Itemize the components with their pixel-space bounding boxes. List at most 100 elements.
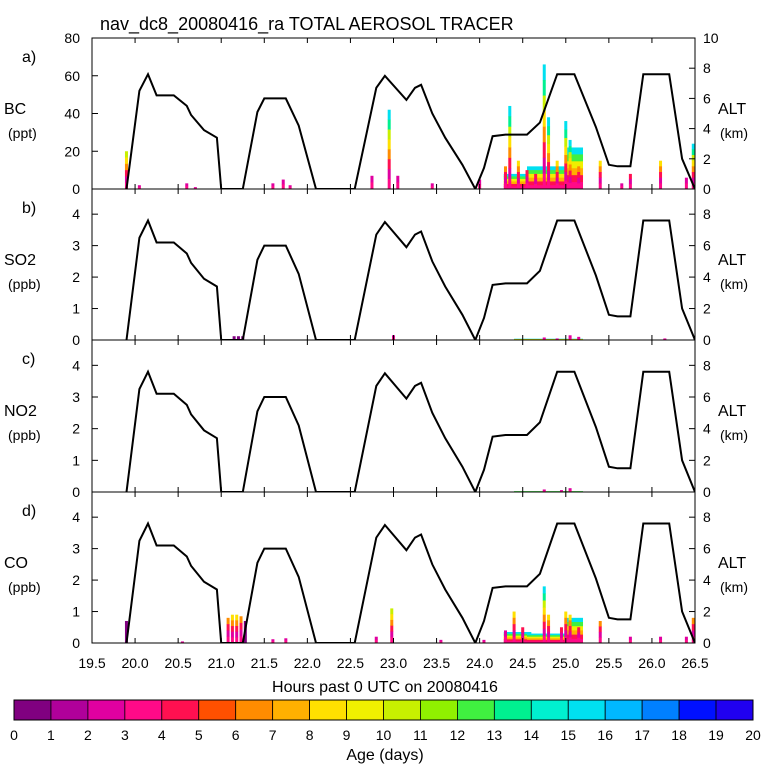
tracer-spike bbox=[124, 163, 128, 171]
tracer-spike bbox=[559, 632, 563, 639]
tracer-spike bbox=[185, 183, 189, 187]
tracer-spike bbox=[390, 631, 394, 638]
tracer-spike bbox=[598, 183, 602, 189]
tracer-spike bbox=[387, 109, 391, 120]
tracer-fill-band bbox=[565, 147, 584, 155]
tracer-spike bbox=[598, 166, 602, 173]
y-tick-label: 40 bbox=[64, 106, 80, 122]
tracer-spike bbox=[508, 168, 512, 179]
tracer-spike bbox=[542, 338, 546, 340]
tracer-spike bbox=[271, 183, 275, 187]
panel-plot-area bbox=[124, 521, 695, 643]
tracer-spike bbox=[564, 630, 568, 638]
tracer-spike bbox=[390, 619, 394, 626]
colorbar-tick-label: 4 bbox=[158, 727, 166, 743]
tracer-spike bbox=[235, 637, 239, 643]
tracer-spike bbox=[547, 614, 551, 621]
tracer-spike bbox=[598, 626, 602, 633]
colorbar-tick-label: 15 bbox=[560, 727, 576, 743]
tracer-spike bbox=[547, 162, 551, 172]
tracer-spike bbox=[387, 159, 391, 170]
colorbar-tick-label: 11 bbox=[413, 727, 428, 743]
colorbar-swatch bbox=[87, 699, 126, 721]
tracer-spike bbox=[559, 490, 563, 492]
colorbar-tick-label: 2 bbox=[84, 727, 92, 743]
alt-tick-label: 8 bbox=[703, 60, 711, 76]
tracer-spike bbox=[547, 620, 551, 627]
tracer-spike bbox=[568, 146, 572, 153]
tracer-spike bbox=[521, 627, 525, 633]
tracer-spike bbox=[370, 182, 374, 189]
tracer-spike bbox=[691, 177, 695, 184]
tracer-spike bbox=[568, 164, 572, 171]
tracer-spike bbox=[542, 157, 546, 174]
tracer-spike bbox=[628, 178, 632, 185]
y-tick-label: 2 bbox=[72, 269, 80, 285]
tracer-spike bbox=[568, 614, 572, 621]
alt-tick-label: 8 bbox=[703, 206, 711, 222]
colorbar-swatch bbox=[715, 699, 754, 721]
alt-unit-label: (km) bbox=[720, 276, 748, 292]
tracer-spike bbox=[236, 336, 240, 340]
tracer-spike bbox=[508, 147, 512, 159]
tracer-spike bbox=[439, 641, 443, 643]
tracer-spike bbox=[387, 139, 391, 150]
tracer-spike bbox=[598, 620, 602, 627]
alt-tick-label: 8 bbox=[703, 357, 711, 373]
tracer-spike bbox=[516, 172, 520, 178]
panel-frame bbox=[91, 339, 696, 493]
tracer-spike bbox=[288, 187, 292, 189]
species-label: CO bbox=[4, 555, 28, 572]
x-tick-label: 24.5 bbox=[509, 655, 536, 671]
tracer-spike bbox=[271, 186, 275, 189]
tracer-spike bbox=[387, 179, 391, 189]
tracer-fill-band bbox=[565, 626, 584, 631]
x-tick-label: 20.5 bbox=[165, 655, 192, 671]
tracer-spike bbox=[185, 186, 189, 189]
tracer-spike bbox=[503, 636, 507, 643]
colorbar-tick-label: 16 bbox=[597, 727, 613, 743]
colorbar-tick-label: 19 bbox=[708, 727, 724, 743]
tracer-spike bbox=[542, 64, 546, 81]
tracer-spike bbox=[239, 616, 243, 624]
tracer-spike bbox=[542, 635, 546, 643]
tracer-spike bbox=[547, 144, 551, 154]
alt-tick-label: 6 bbox=[703, 90, 711, 106]
tracer-fill-band bbox=[527, 633, 575, 636]
y-tick-label: 2 bbox=[72, 572, 80, 588]
tracer-spike bbox=[555, 172, 559, 178]
tracer-spike bbox=[568, 626, 572, 632]
tracer-spike bbox=[439, 639, 443, 642]
tracer-spike bbox=[628, 183, 632, 189]
colorbar-swatch bbox=[346, 699, 384, 721]
tracer-spike bbox=[390, 608, 394, 615]
tracer-spike bbox=[598, 177, 602, 184]
tracer-spike bbox=[691, 155, 695, 161]
tracer-spike bbox=[564, 624, 568, 631]
tracer-fill-band bbox=[565, 168, 584, 176]
colorbar: 0 1 2 3 4 5 6 7 8 9 10 11 12 13 14 15 16 17 18 19 20 bbox=[10, 699, 761, 743]
colorbar-tick-label: 13 bbox=[487, 727, 503, 743]
tracer-spike bbox=[547, 631, 551, 638]
panel-co: 0 1 2 3 4 0 2 4 6 8 d) CO (ppb) ALT (km) bbox=[4, 491, 748, 651]
tracer-spike bbox=[239, 622, 243, 630]
alt-tick-label: 2 bbox=[703, 301, 711, 317]
tracer-spike bbox=[684, 636, 688, 641]
tracer-spike bbox=[230, 620, 234, 627]
panel-plot-area bbox=[125, 369, 695, 492]
tracer-spike bbox=[542, 490, 546, 492]
tracer-fill-band bbox=[527, 181, 575, 186]
tracer-spike bbox=[235, 620, 239, 627]
tracer-spike bbox=[568, 158, 572, 165]
tracer-fill-band bbox=[527, 185, 575, 189]
colorbar-swatch bbox=[272, 699, 310, 721]
tracer-spike bbox=[370, 175, 374, 183]
tracer-spike bbox=[124, 151, 128, 158]
colorbar-swatch bbox=[493, 699, 532, 721]
tracer-fill-band bbox=[527, 635, 575, 638]
colorbar-swatch bbox=[567, 699, 606, 721]
tracer-spike bbox=[568, 490, 572, 492]
tracer-spike bbox=[691, 143, 695, 150]
alt-unit-label: (km) bbox=[720, 427, 748, 443]
tracer-spike bbox=[542, 593, 546, 601]
